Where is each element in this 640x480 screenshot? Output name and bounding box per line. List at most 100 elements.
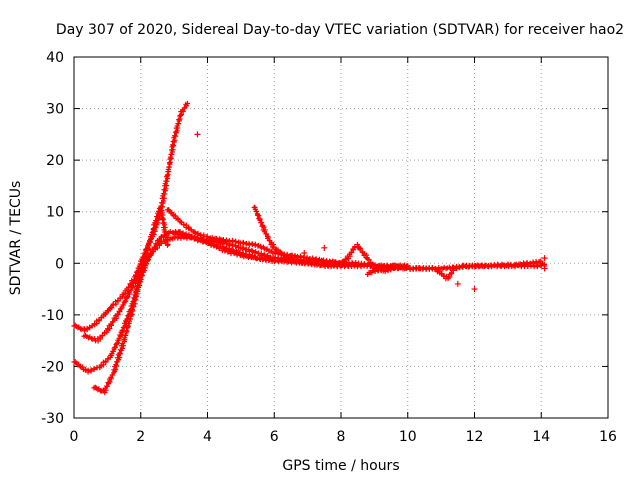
data-point (156, 208, 162, 215)
data-point (194, 131, 201, 138)
data-point (489, 263, 495, 269)
data-point (120, 302, 127, 308)
data-point (172, 234, 178, 240)
data-point (132, 301, 138, 307)
data-point (301, 249, 308, 256)
data-point (192, 230, 198, 236)
y-tick-labels: -30 -20 -10 0 10 20 30 40 (41, 50, 64, 427)
data-point (112, 344, 118, 350)
data-point (116, 350, 123, 356)
data-point (243, 252, 249, 259)
data-point (249, 248, 255, 254)
data-point (310, 257, 316, 263)
data-point (307, 256, 313, 262)
data-point (249, 253, 255, 259)
data-point (308, 261, 315, 267)
data-point (145, 241, 152, 247)
y-tick-label: 20 (46, 153, 64, 169)
data-point (471, 286, 478, 293)
grid (74, 57, 608, 418)
data-point (175, 121, 181, 127)
x-tick-label: 6 (270, 429, 279, 445)
data-point (123, 298, 129, 304)
data-point (233, 238, 239, 244)
y-tick-label: 10 (46, 205, 64, 221)
data-point (261, 224, 267, 230)
data-point (208, 240, 214, 246)
x-tick-label: 4 (203, 429, 212, 445)
data-point (505, 262, 511, 269)
x-tick-label: 14 (532, 429, 550, 445)
y-axis-label: SDTVAR / TECUs (8, 181, 24, 296)
data-point (138, 269, 144, 276)
x-tick-label: 2 (136, 429, 145, 445)
data-point (95, 387, 101, 393)
data-point (223, 237, 230, 243)
data-point (217, 243, 223, 249)
x-tick-label: 12 (466, 429, 484, 445)
data-point (167, 228, 173, 235)
data-point (342, 262, 348, 268)
x-tick-label: 8 (337, 429, 346, 445)
data-point (77, 363, 83, 369)
data-point (124, 295, 130, 301)
data-point (388, 264, 394, 270)
data-point (172, 133, 178, 139)
data-point (172, 213, 179, 219)
data-point (305, 260, 312, 266)
data-point (178, 219, 184, 225)
data-point (426, 266, 432, 272)
data-point (364, 262, 370, 268)
data-point (382, 265, 388, 271)
data-point (153, 217, 159, 224)
data-point (135, 288, 141, 294)
data-point (133, 276, 139, 282)
data-point (110, 348, 116, 354)
data-point (189, 234, 195, 240)
data-point (534, 264, 540, 270)
data-point (139, 265, 145, 272)
data-point (91, 366, 97, 373)
data-point (184, 100, 191, 107)
data-point (134, 277, 140, 283)
data-point (334, 263, 340, 269)
data-point (113, 362, 119, 368)
x-axis-label: GPS time / hours (282, 458, 399, 474)
data-point (119, 345, 126, 351)
x-tick-label: 10 (399, 429, 417, 445)
data-points (71, 100, 548, 396)
y-tick-label: -10 (41, 308, 64, 324)
data-point (104, 383, 110, 389)
axis-ticks (73, 56, 609, 419)
data-point (172, 137, 178, 143)
data-point (333, 259, 339, 265)
data-point (312, 262, 318, 268)
data-point (318, 261, 324, 267)
data-point (450, 267, 456, 273)
y-tick-label: -30 (41, 411, 64, 427)
data-point (524, 259, 530, 266)
y-tick-label: 30 (46, 102, 64, 118)
data-point (454, 280, 461, 287)
data-point (80, 364, 86, 370)
data-point (152, 225, 158, 231)
data-point (270, 241, 276, 248)
data-point (448, 270, 455, 276)
data-point (530, 260, 536, 266)
data-point (122, 335, 128, 341)
data-point (156, 213, 162, 219)
x-tick-label: 0 (70, 429, 79, 445)
data-point (113, 366, 119, 372)
data-point (119, 327, 125, 333)
data-point (178, 235, 184, 241)
data-point (137, 279, 143, 285)
data-point (195, 230, 201, 236)
data-point (170, 147, 176, 153)
data-point (252, 241, 258, 247)
data-point (114, 311, 121, 317)
data-point (366, 257, 372, 263)
data-point (253, 208, 260, 215)
x-tick-label: 16 (599, 429, 617, 445)
data-point (174, 128, 180, 134)
